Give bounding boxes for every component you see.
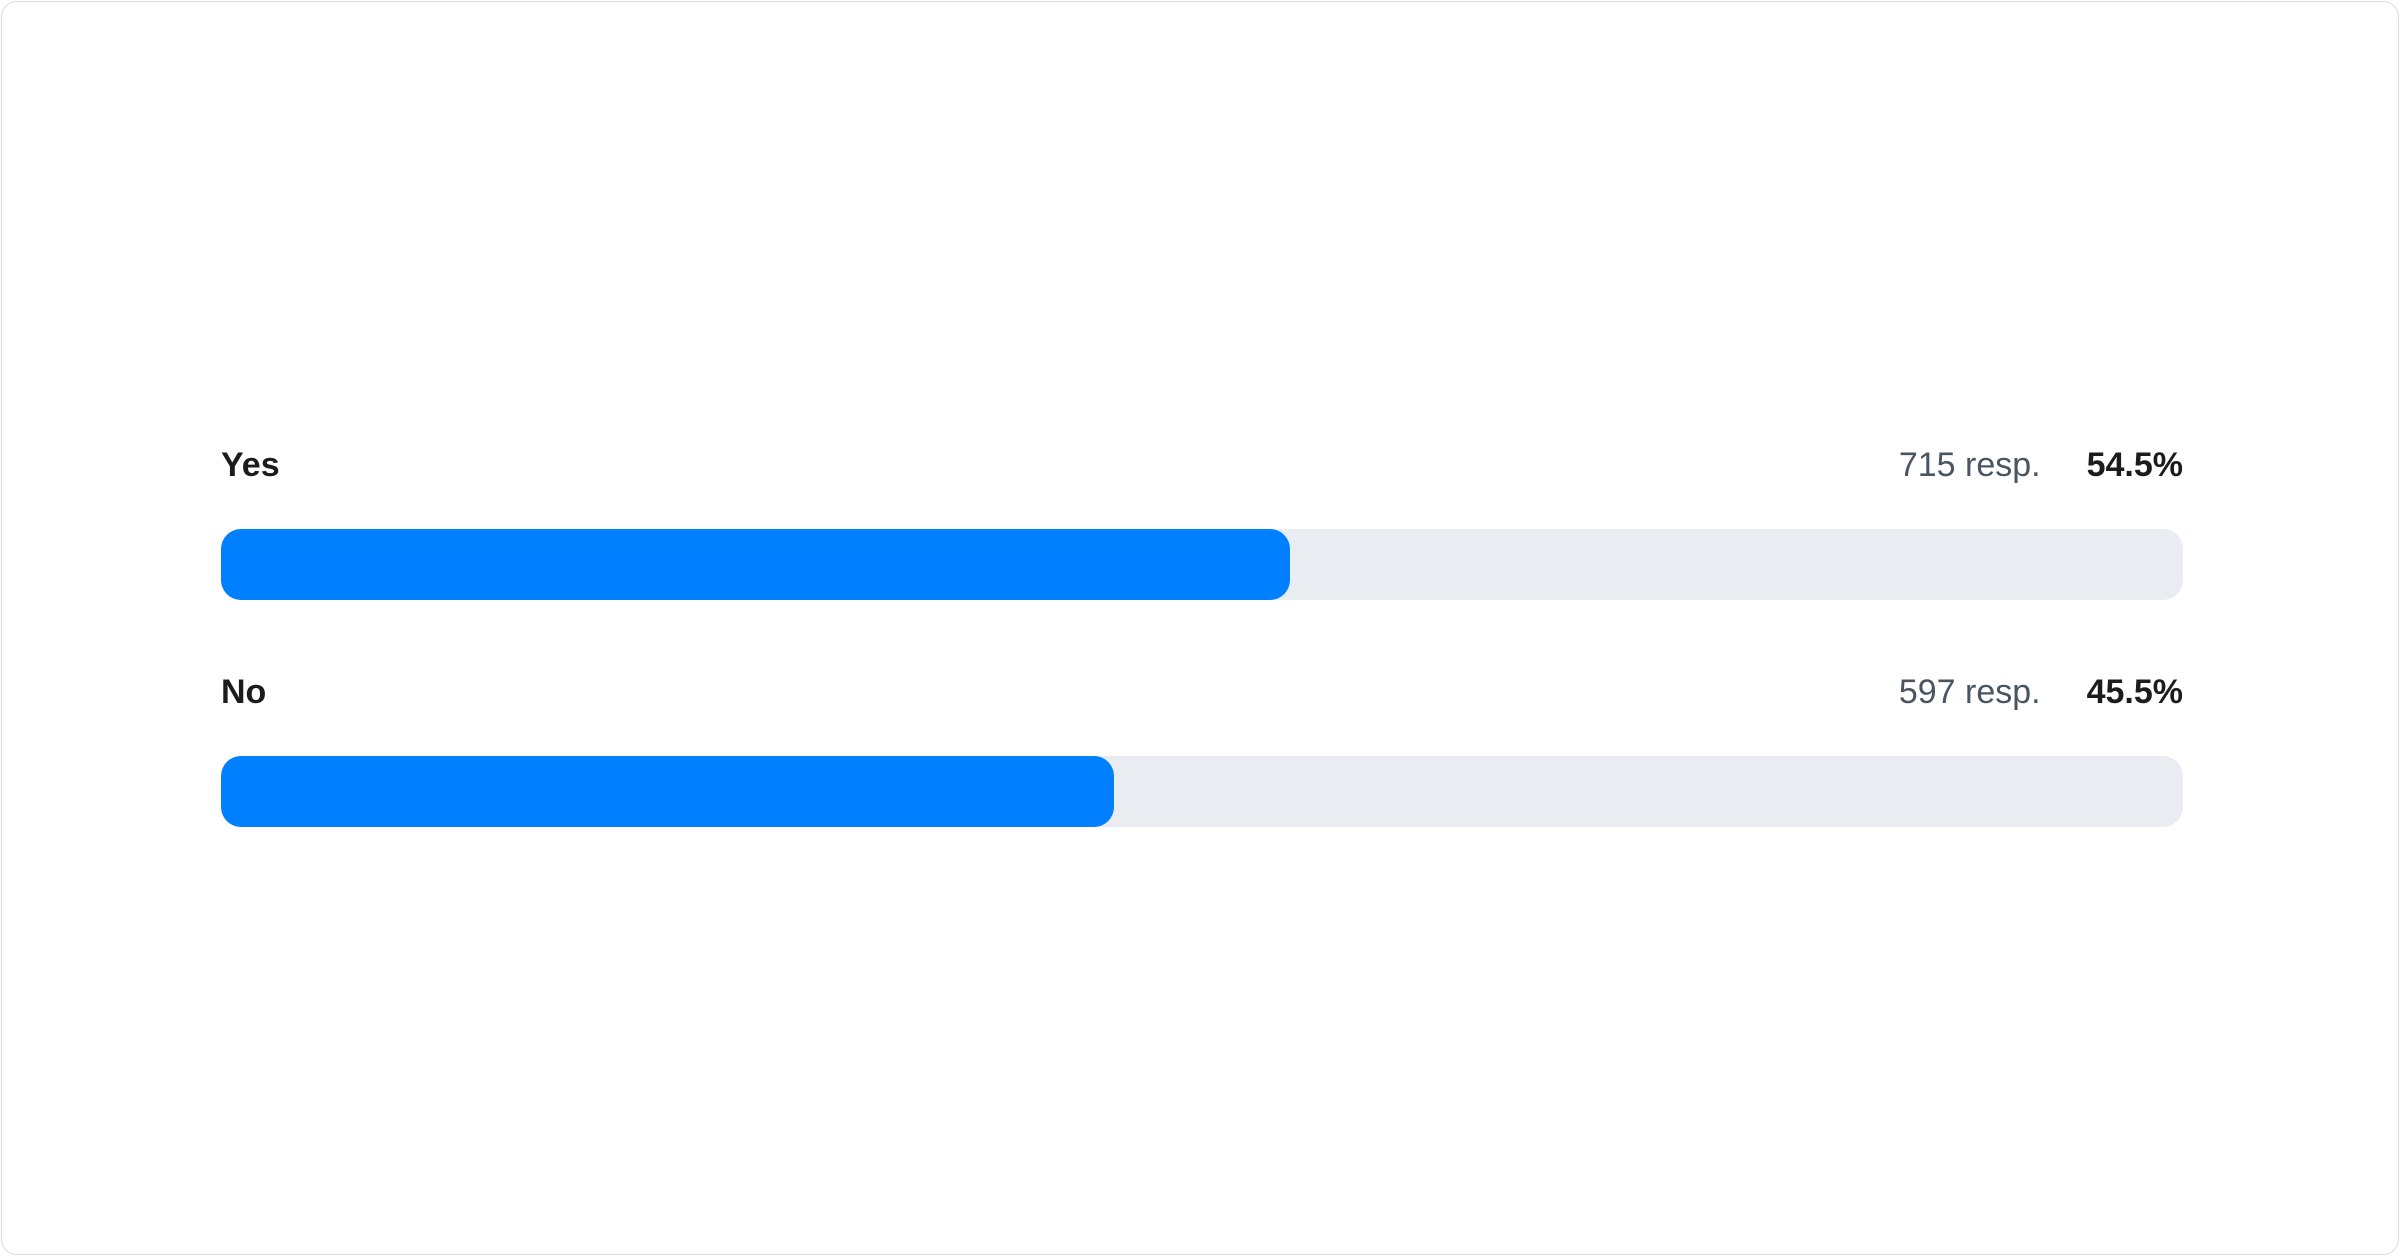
percent-label: 54.5% [2086, 446, 2183, 484]
bar-fill [221, 529, 1291, 600]
poll-option-no: No 597 resp. 45.5% [221, 673, 2183, 827]
option-stats: 715 resp. 54.5% [1899, 446, 2183, 485]
poll-option-yes: Yes 715 resp. 54.5% [221, 446, 2183, 600]
option-header: No 597 resp. 45.5% [221, 673, 2183, 723]
bar-fill [221, 756, 1114, 827]
percent-label: 45.5% [2086, 673, 2183, 711]
option-label: No [221, 673, 267, 711]
option-header: Yes 715 resp. 54.5% [221, 446, 2183, 496]
bar-track [221, 529, 2183, 600]
bar-track [221, 756, 2183, 827]
option-stats: 597 resp. 45.5% [1899, 673, 2183, 712]
option-label: Yes [221, 446, 280, 484]
response-count: 715 resp. [1898, 446, 2041, 484]
response-count: 597 resp. [1898, 673, 2041, 711]
